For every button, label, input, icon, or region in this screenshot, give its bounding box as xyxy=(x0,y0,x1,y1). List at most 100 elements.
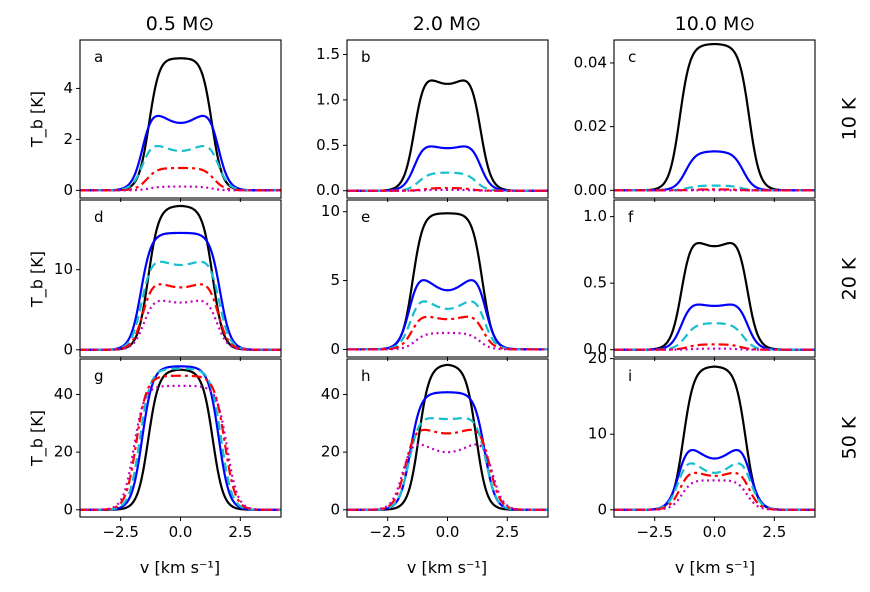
series-line-a-4 xyxy=(80,166,281,192)
series-line-e-1 xyxy=(347,212,548,351)
panel-letter-f: f xyxy=(628,208,634,226)
x-tick-label-i: −2.5 xyxy=(636,523,672,541)
panel-letter-c: c xyxy=(628,48,636,66)
panel-frame-i xyxy=(613,358,816,518)
panel-letter-i: i xyxy=(628,367,632,385)
series-line-f-1 xyxy=(614,241,815,351)
y-tick-label-e: 10 xyxy=(321,202,340,220)
y-tick-label-h: 40 xyxy=(321,385,340,403)
panel-frame-f xyxy=(613,199,816,358)
x-tick-label-g: −2.5 xyxy=(102,523,138,541)
y-tick-label-b: 0.0 xyxy=(316,181,340,199)
series-line-g-1 xyxy=(80,368,281,511)
y-tick-label-b: 1.0 xyxy=(316,90,340,108)
series-line-g-2 xyxy=(80,365,281,511)
panel-letter-b: b xyxy=(361,48,371,66)
panel-frame-d xyxy=(79,199,282,358)
series-line-d-3 xyxy=(80,260,281,351)
series-line-b-5 xyxy=(347,188,548,192)
y-axis-label-row3: T_b [K] xyxy=(28,410,48,467)
x-tick-label-g: 2.5 xyxy=(228,523,252,541)
x-tick-label-i: 0.0 xyxy=(703,523,727,541)
column-title-3: 10.0 M⊙ xyxy=(675,13,756,35)
series-line-i-4 xyxy=(614,471,815,511)
series-line-c-2 xyxy=(614,150,815,192)
row-label-1: 10 K xyxy=(839,97,861,140)
y-tick-label-d: 10 xyxy=(54,260,73,278)
y-tick-label-g: 40 xyxy=(54,385,73,403)
y-tick-label-g: 20 xyxy=(54,443,73,461)
panel-letter-d: d xyxy=(94,208,104,226)
column-title-2: 2.0 M⊙ xyxy=(413,13,482,35)
y-axis-label-row1: T_b [K] xyxy=(28,91,48,148)
y-tick-label-i: 10 xyxy=(588,425,607,443)
y-tick-label-b: 0.5 xyxy=(316,136,340,154)
y-tick-label-i: 0 xyxy=(597,500,607,518)
series-line-g-3 xyxy=(80,367,281,511)
panel-b: b 0.0 0.5 1.0 1.5 xyxy=(316,39,549,202)
y-tick-label-i: 20 xyxy=(588,349,607,367)
series-line-h-3 xyxy=(347,417,548,511)
series-line-e-5 xyxy=(347,331,548,351)
series-line-e-4 xyxy=(347,315,548,351)
x-tick-label-i: 2.5 xyxy=(762,523,786,541)
y-tick-label-e: 0 xyxy=(330,340,340,358)
panel-letter-a: a xyxy=(94,48,103,66)
panel-g: g 0 20 40 −2.5 0.0 2.5 xyxy=(54,358,282,541)
y-tick-label-f: 1.0 xyxy=(583,207,607,225)
series-line-f-3 xyxy=(614,322,815,351)
panel-frame-h xyxy=(346,358,549,518)
series-line-d-1 xyxy=(80,204,281,351)
y-tick-label-a: 4 xyxy=(63,79,73,97)
series-line-d-2 xyxy=(80,231,281,351)
panel-frame-b xyxy=(346,39,549,199)
panel-d: d 0 10 xyxy=(54,199,282,361)
series-line-i-3 xyxy=(614,462,815,511)
row-label-3: 50 K xyxy=(839,416,861,459)
panel-letter-h: h xyxy=(361,367,371,385)
series-line-a-2 xyxy=(80,114,281,192)
y-tick-label-h: 20 xyxy=(321,443,340,461)
x-tick-label-g: 0.0 xyxy=(169,523,193,541)
y-tick-label-c: 0.04 xyxy=(574,53,607,71)
x-tick-label-h: 2.5 xyxy=(495,523,519,541)
x-tick-label-h: −2.5 xyxy=(369,523,405,541)
panel-frame-c xyxy=(613,39,816,199)
series-line-d-4 xyxy=(80,283,281,351)
y-tick-label-c: 0.00 xyxy=(574,181,607,199)
y-tick-label-a: 0 xyxy=(63,181,73,199)
series-line-c-1 xyxy=(614,42,815,192)
panel-frame-g xyxy=(79,358,282,518)
series-line-b-1 xyxy=(347,79,548,192)
series-line-h-1 xyxy=(347,363,548,511)
series-line-e-2 xyxy=(347,279,548,351)
series-line-f-4 xyxy=(614,343,815,351)
panel-letter-g: g xyxy=(94,367,104,385)
series-line-a-1 xyxy=(80,57,281,192)
y-tick-label-f: 0.0 xyxy=(583,340,607,358)
series-line-i-5 xyxy=(614,479,815,511)
row-label-2: 20 K xyxy=(839,257,861,300)
series-line-e-3 xyxy=(347,300,548,351)
panel-frame-a xyxy=(79,39,282,199)
series-line-f-2 xyxy=(614,303,815,351)
series-line-d-5 xyxy=(80,299,281,351)
panel-frame-e xyxy=(346,199,549,358)
y-tick-label-e: 5 xyxy=(330,271,340,289)
series-line-g-5 xyxy=(80,384,281,511)
y-tick-label-a: 2 xyxy=(63,130,73,148)
y-tick-label-h: 0 xyxy=(330,500,340,518)
series-line-b-2 xyxy=(347,145,548,192)
panel-c: c 0.00 0.02 0.04 xyxy=(574,39,816,202)
panel-h: h 0 20 40 −2.5 0.0 2.5 xyxy=(321,358,549,541)
series-line-h-5 xyxy=(347,443,548,511)
x-axis-label-col3: v [km s⁻¹] xyxy=(675,558,755,577)
series-line-i-1 xyxy=(614,365,815,511)
y-tick-label-f: 0.5 xyxy=(583,274,607,292)
y-tick-label-b: 1.5 xyxy=(316,45,340,63)
y-axis-label-row2: T_b [K] xyxy=(28,251,48,308)
y-tick-label-g: 0 xyxy=(63,500,73,518)
y-tick-label-d: 0 xyxy=(63,340,73,358)
